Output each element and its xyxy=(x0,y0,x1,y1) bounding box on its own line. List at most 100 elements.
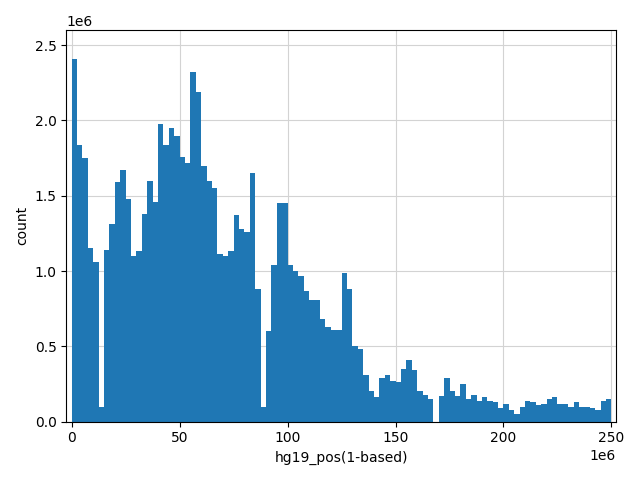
Bar xyxy=(331,330,336,421)
Bar xyxy=(369,392,374,421)
Bar xyxy=(601,400,606,421)
Bar xyxy=(125,199,131,421)
Bar xyxy=(266,331,271,421)
Bar xyxy=(455,396,460,421)
Bar xyxy=(115,182,120,421)
Bar xyxy=(552,397,557,421)
Bar xyxy=(315,300,320,421)
Bar xyxy=(228,252,234,421)
Bar xyxy=(541,404,547,421)
Bar xyxy=(606,399,611,421)
Bar xyxy=(282,204,287,421)
Bar xyxy=(77,144,83,421)
Bar xyxy=(93,262,99,421)
Bar xyxy=(109,224,115,421)
Bar xyxy=(169,128,174,421)
Bar xyxy=(201,166,207,421)
Bar xyxy=(336,330,342,421)
Bar xyxy=(417,392,422,421)
Bar xyxy=(347,289,353,421)
Bar xyxy=(439,396,444,421)
Bar xyxy=(380,378,385,421)
Bar xyxy=(557,404,563,421)
Bar xyxy=(304,290,309,421)
Bar xyxy=(185,163,191,421)
Bar xyxy=(212,188,218,421)
Bar xyxy=(353,346,358,421)
Bar xyxy=(180,156,185,421)
Bar xyxy=(99,407,104,421)
Bar xyxy=(191,72,196,421)
Bar xyxy=(509,409,515,421)
Bar xyxy=(477,400,482,421)
Bar xyxy=(309,300,315,421)
Bar xyxy=(153,202,158,421)
Bar xyxy=(531,402,536,421)
Bar xyxy=(239,229,244,421)
Bar xyxy=(287,265,293,421)
Bar xyxy=(255,289,260,421)
Bar xyxy=(207,180,212,421)
Bar xyxy=(412,370,417,421)
Bar xyxy=(390,381,396,421)
X-axis label: hg19_pos(1-based): hg19_pos(1-based) xyxy=(275,451,408,465)
Bar xyxy=(218,254,223,421)
Bar xyxy=(136,252,142,421)
Bar xyxy=(515,414,520,421)
Bar xyxy=(72,59,77,421)
Bar xyxy=(520,407,525,421)
Bar xyxy=(271,265,276,421)
Bar xyxy=(493,402,498,421)
Bar xyxy=(401,369,406,421)
Bar xyxy=(385,375,390,421)
Bar xyxy=(584,407,590,421)
Bar xyxy=(579,407,584,421)
Bar xyxy=(471,395,477,421)
Bar xyxy=(298,276,304,421)
Bar xyxy=(120,170,125,421)
Bar xyxy=(83,158,88,421)
Bar xyxy=(460,384,466,421)
Bar xyxy=(320,319,325,421)
Bar xyxy=(563,404,568,421)
Bar xyxy=(428,399,433,421)
Bar xyxy=(244,232,250,421)
Y-axis label: count: count xyxy=(15,206,29,245)
Bar xyxy=(223,256,228,421)
Bar xyxy=(525,400,531,421)
Bar xyxy=(293,271,298,421)
Bar xyxy=(449,392,455,421)
Bar xyxy=(163,144,169,421)
Bar xyxy=(374,397,380,421)
Bar xyxy=(547,399,552,421)
Bar xyxy=(363,375,369,421)
Bar xyxy=(196,92,201,421)
Bar xyxy=(260,407,266,421)
Bar xyxy=(88,249,93,421)
Bar xyxy=(142,214,147,421)
Bar xyxy=(482,397,487,421)
Bar xyxy=(504,404,509,421)
Bar xyxy=(444,378,449,421)
Bar xyxy=(590,408,595,421)
Bar xyxy=(147,180,153,421)
Bar xyxy=(250,173,255,421)
Bar xyxy=(104,250,109,421)
Bar xyxy=(342,273,347,421)
Bar xyxy=(358,349,363,421)
Bar xyxy=(568,407,573,421)
Bar xyxy=(406,360,412,421)
Bar xyxy=(595,409,601,421)
Bar xyxy=(466,399,471,421)
Bar xyxy=(573,402,579,421)
Bar xyxy=(158,123,163,421)
Bar xyxy=(325,327,331,421)
Bar xyxy=(234,216,239,421)
Bar xyxy=(396,383,401,421)
Bar xyxy=(174,136,180,421)
Bar xyxy=(276,204,282,421)
Bar xyxy=(422,395,428,421)
Bar xyxy=(536,405,541,421)
Bar xyxy=(498,408,504,421)
Bar xyxy=(487,400,493,421)
